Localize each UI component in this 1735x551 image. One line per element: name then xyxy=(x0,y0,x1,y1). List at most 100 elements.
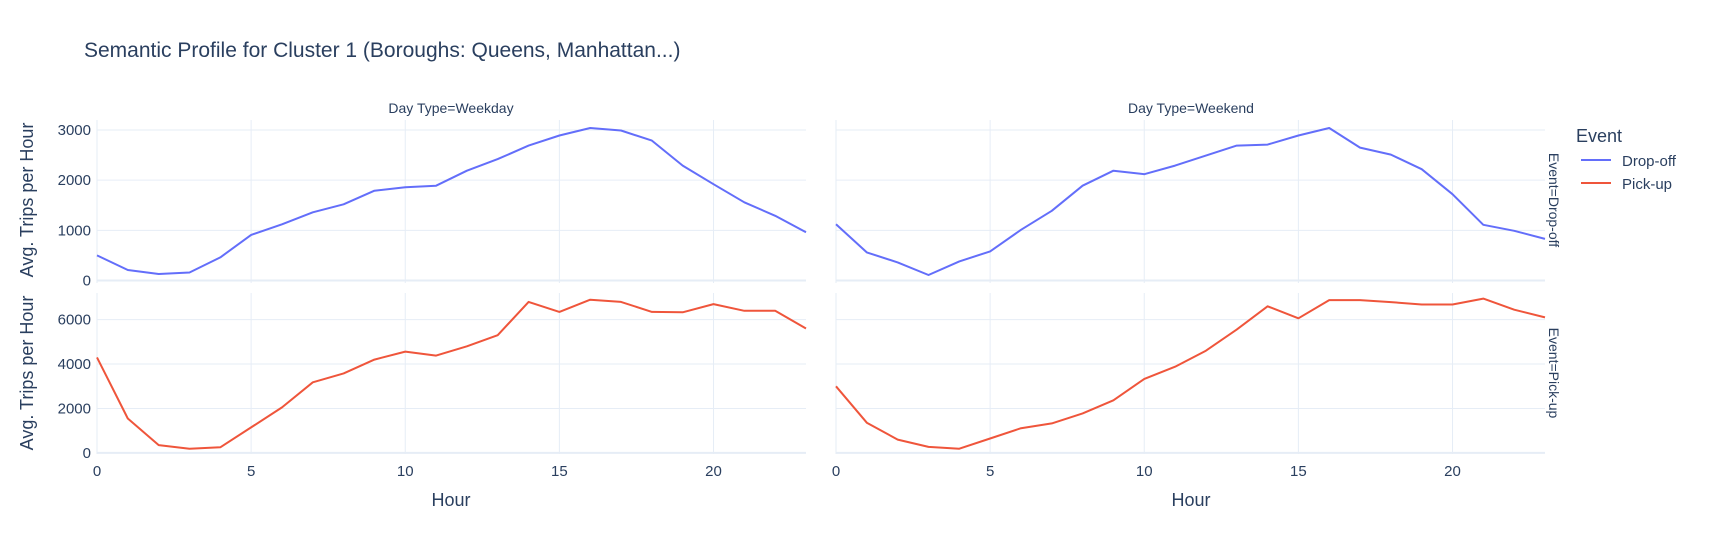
data-point[interactable] xyxy=(1141,376,1147,382)
data-point[interactable] xyxy=(1049,208,1055,214)
data-point[interactable] xyxy=(1326,125,1332,131)
data-point[interactable] xyxy=(649,138,655,144)
data-point[interactable] xyxy=(495,332,501,338)
data-point[interactable] xyxy=(587,125,593,131)
data-point[interactable] xyxy=(94,354,100,360)
data-point[interactable] xyxy=(1110,397,1116,403)
data-point[interactable] xyxy=(187,270,193,276)
data-point[interactable] xyxy=(433,353,439,359)
data-point[interactable] xyxy=(1049,420,1055,426)
data-point[interactable] xyxy=(741,199,747,205)
data-point[interactable] xyxy=(1480,222,1486,228)
data-point[interactable] xyxy=(1511,307,1517,313)
data-point[interactable] xyxy=(711,181,717,187)
data-point[interactable] xyxy=(1234,143,1240,149)
data-point[interactable] xyxy=(1141,171,1147,177)
data-point[interactable] xyxy=(94,252,100,258)
data-point[interactable] xyxy=(402,184,408,190)
data-point[interactable] xyxy=(772,308,778,314)
data-point[interactable] xyxy=(156,442,162,448)
data-point[interactable] xyxy=(833,383,839,389)
data-point[interactable] xyxy=(587,297,593,303)
data-point[interactable] xyxy=(1480,296,1486,302)
data-point[interactable] xyxy=(371,357,377,363)
data-point[interactable] xyxy=(618,128,624,134)
data-point[interactable] xyxy=(187,446,193,452)
data-point[interactable] xyxy=(495,156,501,162)
data-point[interactable] xyxy=(926,272,932,278)
data-point[interactable] xyxy=(1388,299,1394,305)
data-point[interactable] xyxy=(556,133,562,139)
data-point[interactable] xyxy=(803,326,809,332)
data-point[interactable] xyxy=(833,221,839,227)
data-point[interactable] xyxy=(1234,327,1240,333)
data-point[interactable] xyxy=(1172,364,1178,370)
facet-col-label-weekday: Day Type=Weekday xyxy=(388,100,513,116)
data-point[interactable] xyxy=(1018,227,1024,233)
data-point[interactable] xyxy=(1265,303,1271,309)
data-point[interactable] xyxy=(1080,410,1086,416)
data-point[interactable] xyxy=(248,424,254,430)
data-point[interactable] xyxy=(1018,425,1024,431)
data-point[interactable] xyxy=(1388,152,1394,158)
data-point[interactable] xyxy=(217,254,223,260)
data-point[interactable] xyxy=(895,259,901,265)
data-point[interactable] xyxy=(1203,153,1209,159)
data-point[interactable] xyxy=(464,343,470,349)
data-point[interactable] xyxy=(680,163,686,169)
data-point[interactable] xyxy=(1450,302,1456,308)
data-point[interactable] xyxy=(248,232,254,238)
data-point[interactable] xyxy=(987,248,993,254)
data-point[interactable] xyxy=(1295,133,1301,139)
data-point[interactable] xyxy=(310,209,316,215)
data-point[interactable] xyxy=(125,416,131,422)
data-point[interactable] xyxy=(156,271,162,277)
data-point[interactable] xyxy=(402,349,408,355)
data-point[interactable] xyxy=(1419,302,1425,308)
data-point[interactable] xyxy=(464,168,470,174)
data-point[interactable] xyxy=(125,267,131,273)
data-point[interactable] xyxy=(217,444,223,450)
data-point[interactable] xyxy=(649,309,655,315)
data-point[interactable] xyxy=(864,420,870,426)
data-point[interactable] xyxy=(864,249,870,255)
data-point[interactable] xyxy=(341,201,347,207)
data-point[interactable] xyxy=(1172,163,1178,169)
data-point[interactable] xyxy=(1326,297,1332,303)
data-point[interactable] xyxy=(1542,236,1548,242)
data-point[interactable] xyxy=(279,221,285,227)
data-point[interactable] xyxy=(526,143,532,149)
data-point[interactable] xyxy=(680,309,686,315)
data-point[interactable] xyxy=(371,188,377,194)
data-point[interactable] xyxy=(556,309,562,315)
data-point[interactable] xyxy=(956,446,962,452)
legend-item-dropoff[interactable]: Drop-off xyxy=(1581,153,1677,170)
data-point[interactable] xyxy=(1511,228,1517,234)
data-point[interactable] xyxy=(1542,314,1548,320)
data-point[interactable] xyxy=(279,404,285,410)
data-point[interactable] xyxy=(895,437,901,443)
data-point[interactable] xyxy=(1450,191,1456,197)
data-point[interactable] xyxy=(1357,297,1363,303)
data-point[interactable] xyxy=(618,299,624,305)
data-point[interactable] xyxy=(741,308,747,314)
legend-item-pickup[interactable]: Pick-up xyxy=(1581,176,1672,193)
data-point[interactable] xyxy=(1265,142,1271,148)
data-point[interactable] xyxy=(1357,145,1363,151)
data-point[interactable] xyxy=(711,301,717,307)
data-point[interactable] xyxy=(310,379,316,385)
data-point[interactable] xyxy=(1080,183,1086,189)
data-point[interactable] xyxy=(433,183,439,189)
data-point[interactable] xyxy=(772,213,778,219)
data-point[interactable] xyxy=(1295,315,1301,321)
data-point[interactable] xyxy=(987,436,993,442)
data-point[interactable] xyxy=(956,258,962,264)
data-point[interactable] xyxy=(341,370,347,376)
data-point[interactable] xyxy=(803,229,809,235)
data-point[interactable] xyxy=(1419,166,1425,172)
y-axis-title-top: Avg. Trips per Hour xyxy=(17,123,37,278)
data-point[interactable] xyxy=(526,299,532,305)
data-point[interactable] xyxy=(1110,168,1116,174)
data-point[interactable] xyxy=(926,444,932,450)
data-point[interactable] xyxy=(1203,348,1209,354)
